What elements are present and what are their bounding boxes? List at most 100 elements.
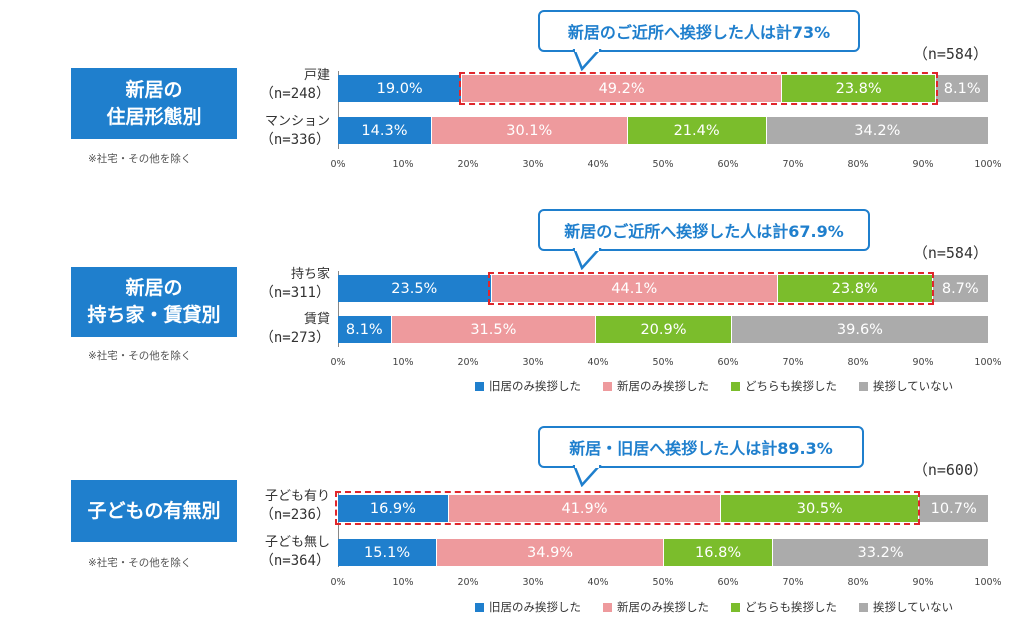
- legend-item: 挨拶していない: [859, 378, 953, 394]
- legend-item: 旧居のみ挨拶した: [475, 378, 581, 394]
- callout-tail: [572, 248, 602, 270]
- category-n: （n=336）: [259, 132, 330, 148]
- legend-item: 旧居のみ挨拶した: [475, 599, 581, 615]
- legend-item: どちらも挨拶した: [731, 599, 837, 615]
- x-tick-label: 0%: [330, 577, 346, 588]
- note: ※社宅・その他を除く: [88, 557, 192, 569]
- x-axis: 0% 10% 20% 30% 40% 50% 60% 70% 80% 90% 100%: [330, 577, 1001, 591]
- x-axis: 0% 10% 20% 30% 40% 50% 60% 70% 80% 90% 100%: [330, 159, 1001, 173]
- segment-new-only: 30.1%: [430, 117, 627, 144]
- x-tick-label: 90%: [912, 577, 934, 588]
- segment-new-only: 34.9%: [436, 539, 663, 566]
- category-label: 戸建 （n=248）: [180, 66, 330, 104]
- legend-item: どちらも挨拶した: [731, 378, 837, 394]
- panel-title-line: 新居の: [125, 78, 183, 101]
- x-tick-label: 20%: [457, 357, 479, 368]
- legend-label: 旧居のみ挨拶した: [489, 379, 581, 393]
- segment-new-only: 44.1%: [490, 275, 777, 302]
- data-label: 21.4%: [673, 122, 720, 139]
- category-n: （n=273）: [259, 330, 330, 346]
- data-label: 31.5%: [470, 321, 517, 338]
- x-tick-label: 60%: [717, 577, 739, 588]
- segment-both: 20.9%: [595, 316, 731, 343]
- segment-both: 16.8%: [662, 539, 773, 566]
- legend-item: 新居のみ挨拶した: [603, 599, 709, 615]
- panel-title: 新居の 住居形態別: [71, 68, 237, 139]
- data-label: 39.6%: [836, 321, 883, 338]
- data-label: 23.8%: [831, 280, 878, 297]
- data-label: 16.8%: [695, 544, 742, 561]
- category-n: （n=364）: [259, 553, 330, 569]
- segment-both: 23.8%: [776, 275, 932, 302]
- segment-none: 10.7%: [918, 495, 988, 522]
- data-label: 49.2%: [598, 80, 645, 97]
- data-label: 34.9%: [527, 544, 574, 561]
- callout-tail: [572, 49, 602, 71]
- panel-title-line: 新居の: [125, 277, 183, 299]
- data-label: 30.5%: [796, 500, 843, 517]
- data-label: 20.9%: [640, 321, 687, 338]
- legend-swatch: [475, 602, 484, 612]
- data-label: 34.2%: [854, 122, 901, 139]
- data-label: 8.1%: [345, 321, 383, 338]
- panel-title-line: 子どもの有無別: [87, 499, 221, 522]
- stacked-bar: 14.3% 30.1% 21.4% 34.2%: [338, 117, 988, 144]
- x-tick-label: 20%: [457, 577, 479, 588]
- x-tick-label: 60%: [717, 159, 739, 170]
- segment-new-only: 31.5%: [390, 316, 596, 343]
- data-label: 44.1%: [611, 280, 658, 297]
- x-tick-label: 40%: [587, 159, 609, 170]
- x-tick-label: 30%: [522, 357, 544, 368]
- category-name: 子ども有り: [264, 489, 330, 504]
- callout-tail: [572, 465, 602, 487]
- axis-line: [338, 491, 339, 567]
- x-axis: 0% 10% 20% 30% 40% 50% 60% 70% 80% 90% 100%: [330, 357, 1001, 371]
- x-tick-label: 70%: [782, 357, 804, 368]
- x-tick-label: 90%: [912, 159, 934, 170]
- x-tick-label: 50%: [652, 159, 674, 170]
- data-label: 23.8%: [835, 80, 882, 97]
- segment-both: 21.4%: [626, 117, 766, 144]
- stacked-bar: 23.5% 44.1% 23.8% 8.7%: [338, 275, 989, 302]
- segment-old-only: 23.5%: [338, 275, 491, 302]
- data-label: 14.3%: [361, 122, 408, 139]
- x-tick-label: 80%: [847, 159, 869, 170]
- panel-title: 新居の 持ち家・賃貸別: [71, 267, 237, 337]
- segment-both: 23.8%: [780, 75, 936, 102]
- callout-bubble: 新居のご近所へ挨拶した人は計73%: [538, 10, 860, 52]
- segment-old-only: 19.0%: [338, 75, 462, 102]
- n-total: （n=600）: [912, 461, 988, 479]
- category-name: 戸建: [303, 68, 330, 83]
- legend-swatch: [731, 381, 740, 391]
- x-tick-label: 10%: [392, 357, 414, 368]
- data-label: 8.7%: [941, 280, 979, 297]
- legend-label: どちらも挨拶した: [745, 600, 837, 614]
- category-label: 賃貸 （n=273）: [180, 310, 330, 348]
- n-total: （n=584）: [912, 45, 988, 63]
- category-n: （n=236）: [259, 507, 330, 523]
- legend-swatch: [603, 381, 612, 391]
- panel-title-line: 持ち家・賃貸別: [87, 304, 221, 326]
- segment-none: 34.2%: [765, 117, 988, 144]
- legend-item: 挨拶していない: [859, 599, 953, 615]
- legend: 旧居のみ挨拶した 新居のみ挨拶した どちらも挨拶した 挨拶していない: [475, 377, 995, 395]
- x-tick-label: 10%: [392, 577, 414, 588]
- data-label: 33.2%: [857, 544, 904, 561]
- legend-swatch: [859, 381, 868, 391]
- x-tick-label: 80%: [847, 577, 869, 588]
- x-tick-label: 90%: [912, 357, 934, 368]
- x-tick-label: 100%: [974, 357, 1002, 368]
- data-label: 10.7%: [930, 500, 977, 517]
- axis-line: [338, 271, 339, 347]
- x-tick-label: 70%: [782, 159, 804, 170]
- panel-title: 子どもの有無別: [71, 480, 237, 542]
- x-tick-label: 50%: [652, 357, 674, 368]
- x-tick-label: 40%: [587, 357, 609, 368]
- data-label: 15.1%: [364, 544, 411, 561]
- callout-bubble: 新居のご近所へ挨拶した人は計67.9%: [538, 209, 870, 251]
- legend-label: 挨拶していない: [873, 600, 954, 614]
- x-tick-label: 30%: [522, 159, 544, 170]
- x-tick-label: 20%: [457, 159, 479, 170]
- category-name: 賃貸: [303, 312, 330, 327]
- x-tick-label: 100%: [974, 159, 1002, 170]
